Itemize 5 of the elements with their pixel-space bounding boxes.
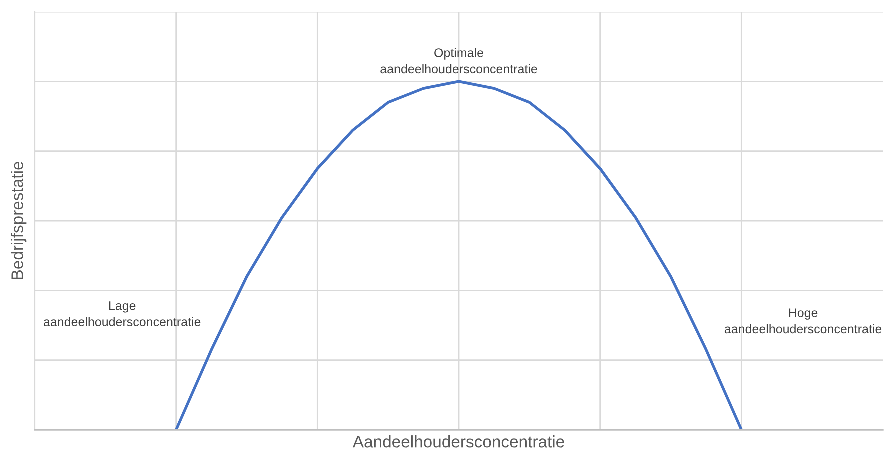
x-axis-title: Aandeelhoudersconcentratie: [352, 436, 564, 448]
annotation: Hoge aandeelhoudersconcentratie: [724, 308, 882, 334]
annotation: Lage aandeelhoudersconcentratie: [44, 302, 201, 326]
text: Optimale aandeelhoudersconcentratie: [380, 48, 538, 74]
y-axis-title: Bedrijfsprestatie: [11, 162, 27, 280]
